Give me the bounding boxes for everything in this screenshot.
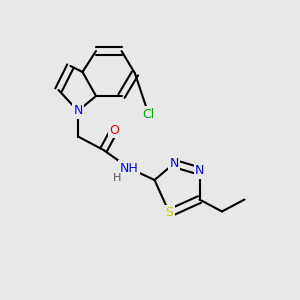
Text: S: S	[166, 206, 173, 220]
Text: H: H	[113, 173, 121, 184]
Text: N: N	[195, 164, 204, 178]
Text: O: O	[109, 124, 119, 137]
Text: N: N	[169, 157, 179, 170]
Text: N: N	[73, 104, 83, 118]
Text: Cl: Cl	[142, 107, 154, 121]
Text: NH: NH	[120, 161, 138, 175]
